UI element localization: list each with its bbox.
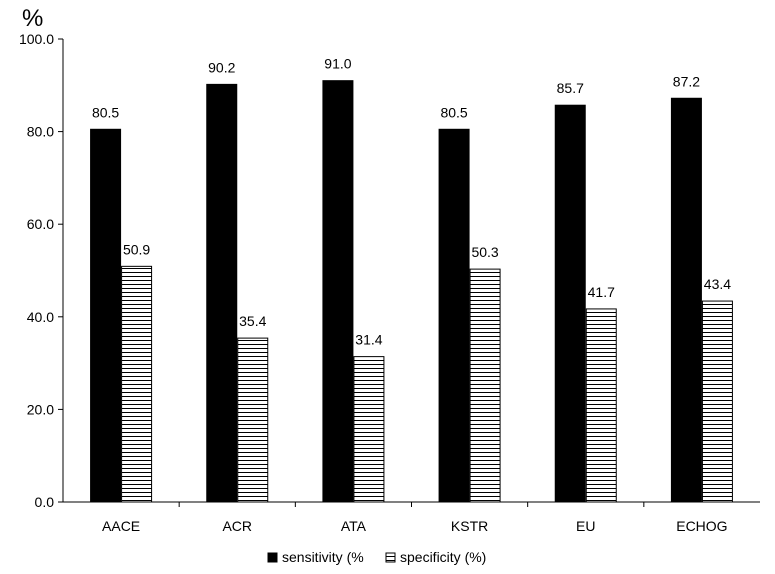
y-unit-label: %: [22, 5, 43, 32]
legend: sensitivity (% specificity (%): [267, 549, 486, 565]
data-label-specificity: 43.4: [704, 276, 731, 292]
data-label-specificity: 31.4: [355, 332, 382, 348]
bar-specificity: [469, 268, 501, 503]
x-tick-label: EU: [576, 518, 595, 534]
y-tick-label: 0.0: [35, 494, 55, 510]
data-label-sensitivity: 80.5: [92, 104, 119, 120]
data-label-sensitivity: 85.7: [557, 80, 584, 96]
bar-sensitivity: [322, 80, 354, 503]
data-label-specificity: 41.7: [588, 284, 615, 300]
y-tick-label: 60.0: [27, 216, 54, 232]
bar-specificity: [237, 337, 269, 503]
bar-specificity: [353, 356, 385, 503]
data-label-specificity: 50.9: [123, 241, 150, 257]
bar-sensitivity: [670, 97, 702, 503]
x-tick-label: AACE: [102, 518, 140, 534]
bar-sensitivity: [90, 128, 122, 503]
data-label-sensitivity: 87.2: [673, 73, 700, 89]
data-label-specificity: 35.4: [239, 313, 266, 329]
x-tick-label: ACR: [222, 518, 252, 534]
data-label-sensitivity: 91.0: [324, 56, 351, 72]
y-tick-label: 40.0: [27, 309, 54, 325]
x-tick-label: ATA: [341, 518, 367, 534]
y-axis: 0.0 20.0 40.0 60.0 80.0 100.0: [19, 31, 64, 510]
bars: [90, 80, 733, 503]
bar-specificity: [121, 265, 153, 503]
legend-swatch-sensitivity: [267, 552, 278, 563]
x-tick-label: KSTR: [451, 518, 488, 534]
data-labels: 80.5 50.9 90.2 35.4 91.0 31.4 80.5 50.3 85.7 41.7…: [92, 56, 731, 348]
bar-specificity: [701, 300, 733, 503]
legend-swatch-specificity: [385, 552, 396, 563]
x-axis: AACE ACR ATA KSTR EU ECHOG: [63, 501, 760, 534]
y-tick-label: 80.0: [27, 124, 54, 140]
data-label-specificity: 50.3: [471, 244, 498, 260]
data-label-sensitivity: 90.2: [208, 59, 235, 75]
data-label-sensitivity: 80.5: [440, 104, 467, 120]
bar-specificity: [585, 308, 617, 503]
bar-sensitivity: [206, 83, 238, 503]
bar-sensitivity: [438, 128, 470, 503]
legend-label-specificity: specificity (%): [400, 549, 486, 565]
y-tick-label: 20.0: [27, 401, 54, 417]
legend-label-sensitivity: sensitivity (%: [282, 549, 364, 565]
x-tick-label: ECHOG: [676, 518, 727, 534]
y-tick-label: 100.0: [19, 31, 54, 47]
bar-sensitivity: [554, 104, 586, 503]
